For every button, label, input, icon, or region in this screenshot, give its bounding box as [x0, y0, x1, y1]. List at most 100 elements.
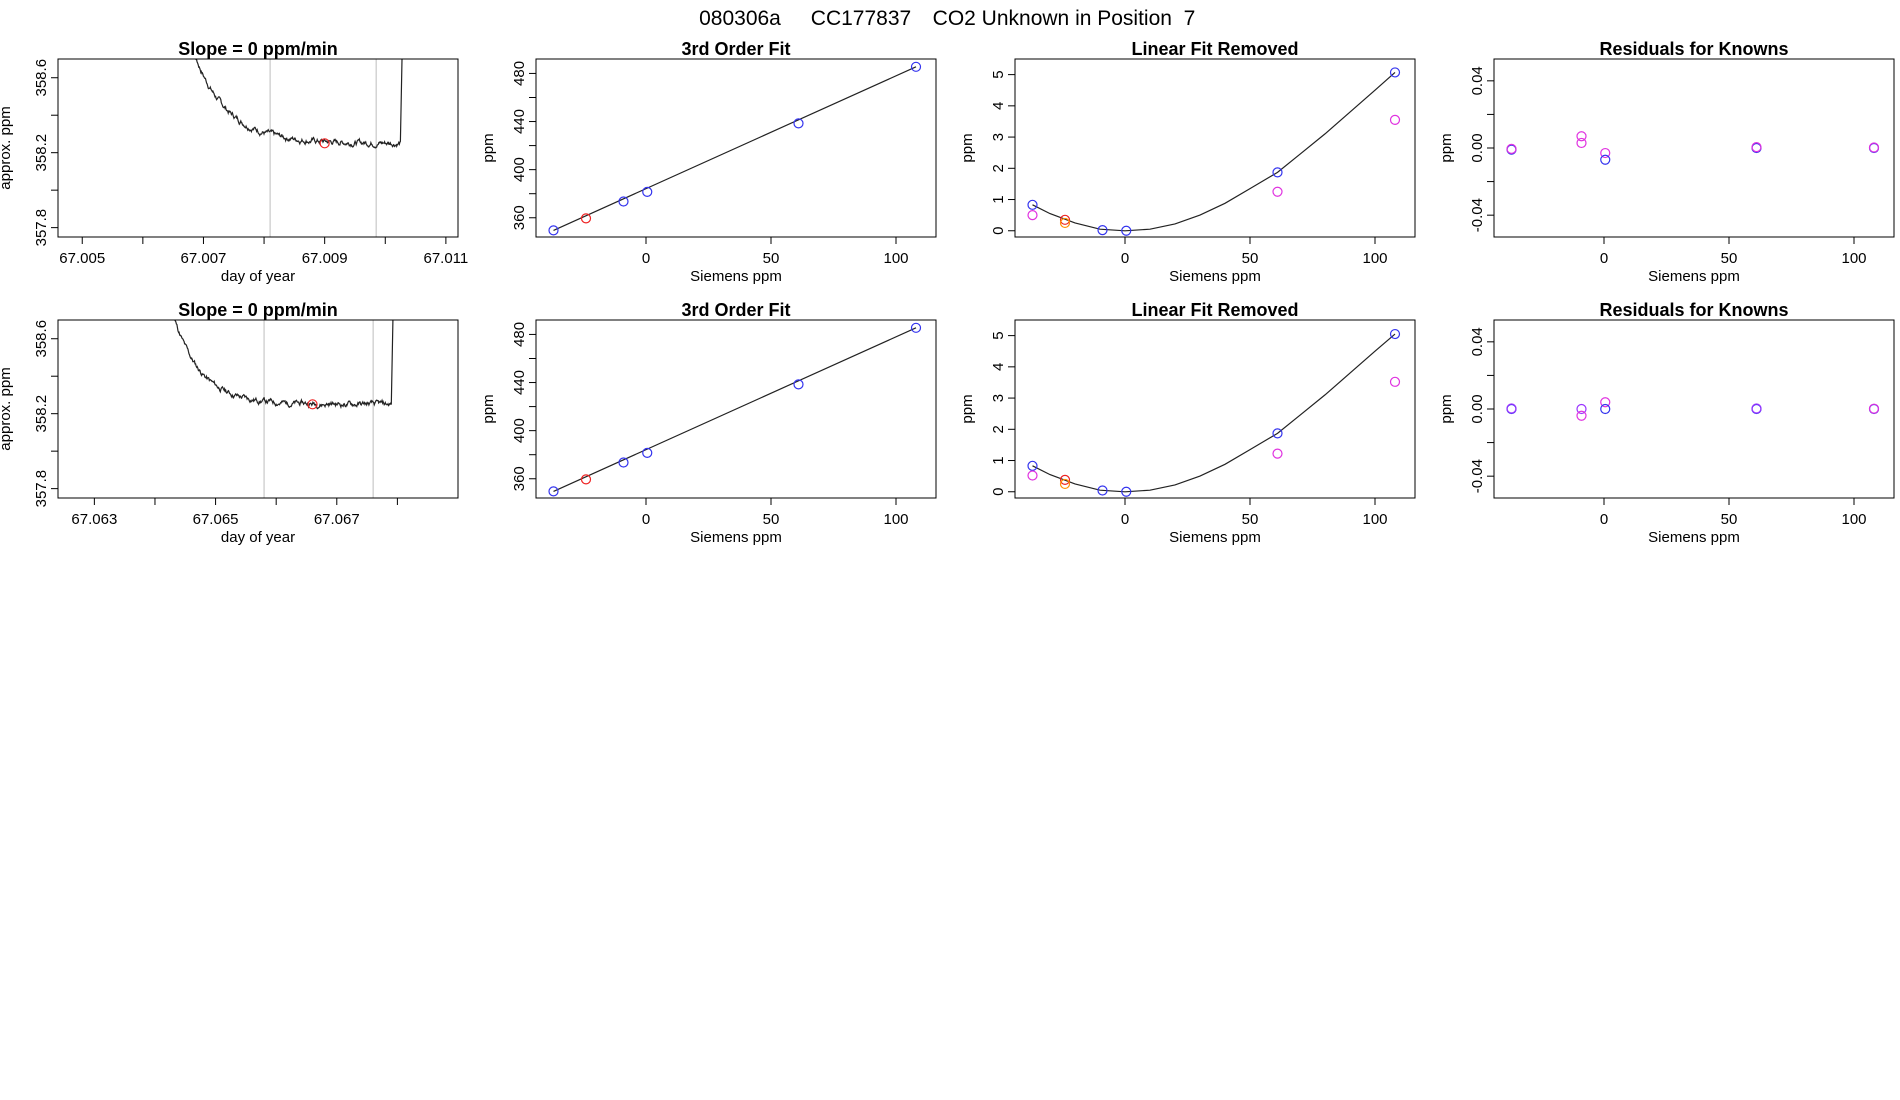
panel-row1-fit: 3rd Order Fit 0 50 100 360 400 440 480 Siemens p…: [480, 39, 937, 285]
data-point: [618, 457, 629, 468]
data-point: [1389, 114, 1401, 125]
y-axis-label: ppm: [480, 133, 497, 162]
data-point: [1576, 410, 1587, 421]
data-point: [910, 322, 922, 333]
x-tick-label: 0: [1121, 250, 1129, 267]
x-axis-label: Siemens ppm: [1169, 268, 1261, 285]
x-tick-label: 50: [1721, 250, 1738, 267]
x-tick-label: 0: [1600, 511, 1608, 528]
plot-data-layer: [1506, 397, 1880, 421]
data-point: [1576, 137, 1587, 149]
y-tick-label: 480: [511, 322, 528, 347]
panel-title: 3rd Order Fit: [681, 300, 790, 320]
data-point: [1121, 225, 1132, 236]
x-tick-label: 50: [763, 250, 780, 267]
panel-row1-linear: Linear Fit Removed 0 50 100 0 1 2 3 4 5 Siemens pp…: [959, 39, 1416, 285]
x-tick-label: 67.005: [59, 250, 105, 267]
plot-frame: [535, 58, 937, 238]
panel-title: Slope = 0 ppm/min: [178, 300, 338, 320]
panel-row2-slope: Slope = 0 ppm/min 67.063 67.065 67.067 357.8…: [0, 300, 459, 546]
x-tick-label: 100: [1362, 511, 1387, 528]
plot-frame: [1014, 58, 1416, 238]
panel-title: 3rd Order Fit: [681, 39, 790, 59]
y-tick-label: 4: [990, 363, 1007, 371]
data-point: [1600, 154, 1611, 165]
y-axis-label: ppm: [959, 394, 976, 423]
panel-row2-resid: Residuals for Knowns 0 50 100 -0.04 0.00 0.04 S…: [1438, 300, 1895, 546]
data-point: [1272, 448, 1283, 459]
x-tick-label: 50: [1242, 250, 1259, 267]
y-tick-label: -0.04: [1469, 198, 1486, 232]
plot-data-layer: [174, 320, 394, 410]
y-axis-label: approx. ppm: [0, 367, 14, 450]
x-tick-label: 50: [1242, 511, 1259, 528]
data-point: [1272, 167, 1283, 178]
data-point: [1600, 147, 1611, 159]
x-axis-label: Siemens ppm: [1648, 268, 1740, 285]
data-point: [1059, 478, 1071, 490]
plot-data-layer: [548, 322, 922, 497]
data-point: [1751, 403, 1762, 414]
plot-data-layer: [1506, 131, 1880, 165]
x-tick-label: 50: [763, 511, 780, 528]
x-tick-label: 67.067: [314, 511, 360, 528]
cylinder-id-label: CC177837: [811, 7, 911, 30]
x-axis-label: Siemens ppm: [1648, 529, 1740, 546]
series-line: [174, 320, 394, 410]
data-point: [1059, 217, 1071, 229]
panel-row2-linear: Linear Fit Removed 0 50 100 0 1 2 3 4 5 Siemens pp…: [959, 300, 1416, 546]
x-axis-label: day of year: [221, 529, 295, 546]
series-line: [553, 327, 917, 492]
y-tick-label: 0: [990, 227, 1007, 235]
data-point: [1868, 403, 1880, 414]
panel-title: Residuals for Knowns: [1599, 39, 1788, 59]
data-point: [1272, 186, 1283, 197]
data-point: [307, 399, 318, 410]
y-tick-label: 357.8: [33, 209, 50, 247]
y-tick-label: 358.2: [33, 134, 50, 172]
data-point: [548, 486, 559, 497]
data-point: [1027, 470, 1038, 481]
data-point: [1097, 485, 1108, 496]
x-tick-label: 0: [642, 511, 650, 528]
x-tick-label: 0: [642, 250, 650, 267]
x-tick-label: 100: [883, 511, 908, 528]
x-axis-label: day of year: [221, 268, 295, 285]
data-point: [1027, 199, 1038, 210]
x-axis-label: Siemens ppm: [1169, 529, 1261, 546]
x-tick-label: 100: [883, 250, 908, 267]
data-point: [642, 186, 653, 197]
data-point: [910, 61, 922, 72]
data-point: [1600, 397, 1611, 408]
x-tick-label: 0: [1121, 511, 1129, 528]
x-tick-label: 67.009: [302, 250, 348, 267]
y-axis-label: ppm: [1438, 133, 1455, 162]
data-point: [319, 138, 330, 149]
data-point: [1868, 142, 1880, 153]
data-point: [1751, 142, 1762, 153]
data-point: [793, 379, 804, 390]
plot-data-layer: [1027, 328, 1401, 497]
data-point: [1121, 486, 1132, 497]
run-description-label: CO2 Unknown in Position 7: [933, 7, 1196, 30]
series-line: [194, 59, 403, 149]
panel-title: Linear Fit Removed: [1131, 39, 1298, 59]
panel-row1-resid: Residuals for Knowns 0 50 100 -0.04 0.00 0.04 S…: [1438, 39, 1895, 285]
y-tick-label: 360: [511, 466, 528, 491]
plot-frame: [57, 58, 459, 238]
y-axis-label: ppm: [959, 133, 976, 162]
data-point: [618, 196, 629, 207]
data-point: [1389, 67, 1401, 78]
y-tick-label: 5: [990, 70, 1007, 78]
x-tick-label: 100: [1841, 250, 1866, 267]
series-line: [1032, 333, 1396, 493]
x-tick-label: 50: [1721, 511, 1738, 528]
data-point: [1600, 403, 1611, 415]
y-axis-label: ppm: [1438, 394, 1455, 423]
y-tick-label: 2: [990, 425, 1007, 433]
y-axis-label: approx. ppm: [0, 106, 14, 189]
y-tick-label: 3: [990, 394, 1007, 402]
y-tick-label: 0: [990, 488, 1007, 496]
plot-data-layer: [1027, 67, 1401, 236]
y-axis-label: ppm: [480, 394, 497, 423]
